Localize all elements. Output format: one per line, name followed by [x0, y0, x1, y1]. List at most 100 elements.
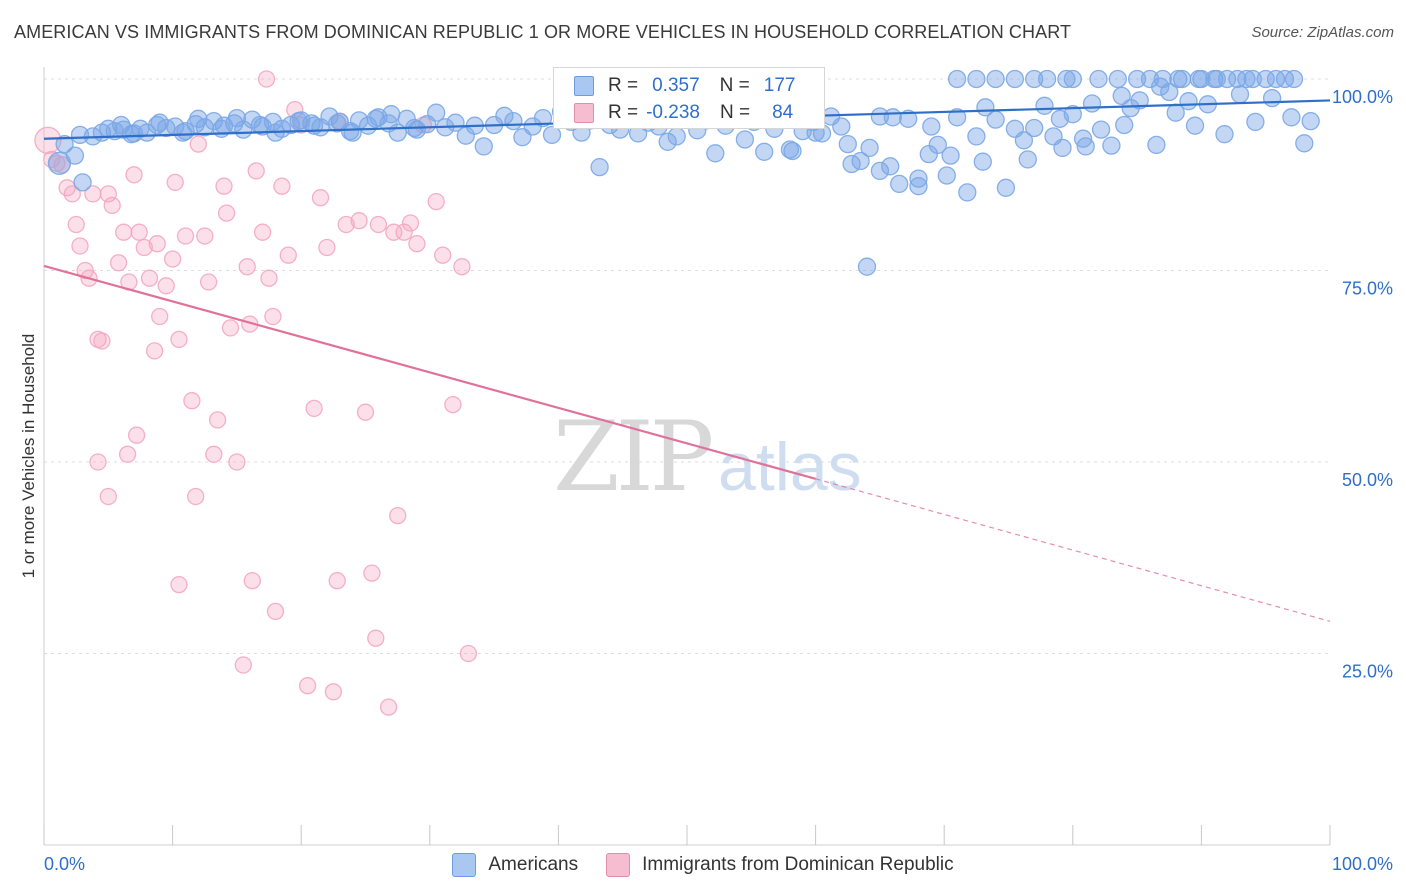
- point-american: [1082, 94, 1102, 113]
- point-dominican: [170, 575, 188, 594]
- point-dominican: [93, 332, 111, 350]
- correlation-legend: R = 0.357 N = 177 R = -0.238 N = 84: [553, 67, 825, 129]
- point-american: [73, 173, 92, 192]
- point-dominican: [459, 644, 478, 663]
- point-american: [838, 134, 857, 154]
- legend-n-value-dominican: 84: [772, 102, 794, 123]
- legend-r-label: R =: [608, 102, 639, 123]
- point-american: [947, 69, 967, 89]
- point-dominican: [71, 237, 89, 255]
- point-dominican: [273, 177, 291, 195]
- legend-swatch-dominican: [606, 853, 631, 877]
- point-american: [958, 183, 977, 202]
- watermark-zip: ZIP: [553, 401, 712, 513]
- legend-swatch-dominican: [574, 103, 594, 123]
- point-dominican: [187, 487, 205, 506]
- point-dominican: [324, 683, 343, 701]
- point-dominican: [89, 453, 107, 471]
- point-dominican: [196, 227, 214, 245]
- point-dominican: [99, 487, 117, 506]
- point-dominican: [389, 506, 407, 525]
- legend-label-americans: Americans: [488, 854, 579, 875]
- point-american: [851, 151, 870, 171]
- point-american: [1172, 69, 1192, 89]
- point-dominican: [199, 273, 218, 291]
- point-american: [890, 174, 909, 194]
- point-american: [1215, 125, 1234, 144]
- point-american: [1108, 69, 1127, 89]
- point-dominican: [395, 223, 413, 241]
- legend-swatch-americans: [452, 853, 477, 877]
- point-american: [1130, 91, 1149, 110]
- point-american: [1192, 69, 1211, 89]
- legend-row-dominican: R = -0.238 N = 84: [574, 101, 793, 125]
- point-american: [542, 125, 562, 145]
- point-american: [212, 119, 231, 138]
- legend-label-dominican: Immigrants from Dominican Republic: [642, 854, 954, 875]
- point-american: [366, 109, 385, 128]
- point-american: [227, 108, 247, 128]
- point-american: [928, 135, 947, 155]
- legend-item-dominican[interactable]: Immigrants from Dominican Republic: [606, 853, 954, 877]
- point-american: [870, 107, 890, 126]
- point-american: [1217, 69, 1237, 89]
- point-american: [533, 108, 553, 128]
- point-american: [1295, 134, 1314, 153]
- point-american: [1063, 69, 1082, 89]
- point-american: [1025, 118, 1044, 138]
- point-american: [1237, 69, 1256, 89]
- point-american: [173, 123, 193, 142]
- legend-r-value-americans: 0.357: [652, 75, 700, 96]
- point-american: [328, 114, 347, 133]
- point-american: [941, 146, 960, 165]
- point-american: [735, 130, 755, 149]
- point-dominican: [369, 215, 388, 234]
- point-american: [590, 157, 609, 177]
- x-tick-label: 100.0%: [1332, 854, 1393, 874]
- point-dominican: [328, 572, 346, 590]
- y-tick-label: 25.0%: [1342, 662, 1393, 682]
- point-dominican: [130, 223, 148, 241]
- point-american: [1284, 69, 1304, 89]
- point-dominican: [228, 453, 246, 471]
- point-american: [996, 178, 1016, 197]
- point-american: [658, 132, 677, 151]
- point-american: [1057, 69, 1076, 89]
- point-dominican: [170, 330, 188, 349]
- point-dominican: [257, 70, 276, 88]
- point-american: [909, 177, 928, 196]
- point-dominican: [215, 177, 233, 195]
- point-dominican: [363, 564, 381, 582]
- watermark-atlas: atlas: [718, 429, 862, 505]
- point-dominican: [318, 238, 336, 257]
- point-dominican: [453, 258, 471, 276]
- point-dominican: [221, 319, 240, 337]
- x-tick-label: 0.0%: [44, 854, 85, 874]
- point-dominican: [253, 223, 272, 241]
- point-dominican: [118, 445, 137, 463]
- legend-item-americans[interactable]: Americans: [452, 853, 578, 877]
- point-american: [1005, 69, 1025, 89]
- point-american: [755, 142, 774, 161]
- point-american: [986, 110, 1005, 129]
- legend-n-label: N =: [719, 102, 751, 123]
- point-dominican: [157, 277, 175, 295]
- point-american: [1282, 108, 1301, 127]
- point-dominican: [350, 212, 368, 230]
- point-american: [967, 127, 986, 146]
- point-american: [112, 115, 131, 135]
- point-american: [1301, 111, 1320, 131]
- point-american: [986, 69, 1005, 89]
- point-dominican: [183, 392, 201, 410]
- point-american: [667, 127, 686, 146]
- point-dominican: [367, 629, 385, 647]
- point-american: [973, 152, 992, 171]
- chart-title: AMERICAN VS IMMIGRANTS FROM DOMINICAN RE…: [14, 22, 1072, 42]
- point-american: [65, 146, 85, 165]
- point-american: [382, 105, 401, 124]
- point-dominican: [434, 246, 452, 264]
- point-american: [881, 157, 900, 176]
- point-dominican: [63, 185, 81, 203]
- point-dominican: [217, 204, 236, 222]
- point-american: [857, 257, 877, 276]
